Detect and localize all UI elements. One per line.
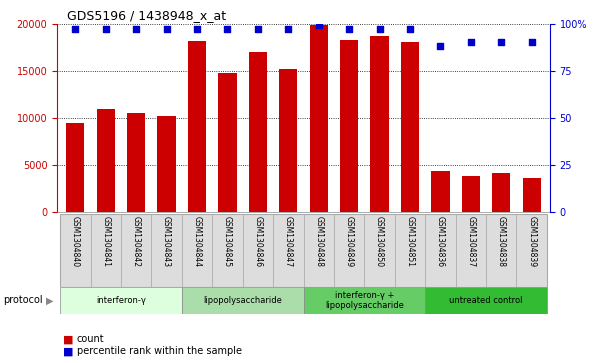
Bar <box>522 178 541 212</box>
Bar <box>60 287 182 314</box>
Text: lipopolysaccharide: lipopolysaccharide <box>203 296 282 305</box>
Bar <box>249 52 267 212</box>
Bar <box>304 214 334 287</box>
Bar <box>310 25 328 212</box>
Bar <box>462 176 480 212</box>
Point <box>70 26 80 32</box>
Text: GSM1304838: GSM1304838 <box>497 216 505 267</box>
Bar <box>97 109 115 212</box>
Point <box>253 26 263 32</box>
Bar <box>340 40 358 212</box>
Bar <box>212 214 243 287</box>
Point <box>101 26 111 32</box>
Text: GSM1304846: GSM1304846 <box>254 216 263 268</box>
Bar <box>121 214 151 287</box>
Bar <box>492 173 510 212</box>
Point <box>375 26 385 32</box>
Bar <box>60 214 91 287</box>
Bar <box>395 214 425 287</box>
Text: GSM1304842: GSM1304842 <box>132 216 141 267</box>
Point <box>344 26 354 32</box>
Text: GSM1304843: GSM1304843 <box>162 216 171 268</box>
Point <box>496 40 506 45</box>
Bar <box>182 214 212 287</box>
Point <box>466 40 475 45</box>
Text: GSM1304836: GSM1304836 <box>436 216 445 268</box>
Text: interferon-γ: interferon-γ <box>96 296 146 305</box>
Bar <box>486 214 516 287</box>
Text: percentile rank within the sample: percentile rank within the sample <box>77 346 242 356</box>
Bar <box>273 214 304 287</box>
Text: GSM1304851: GSM1304851 <box>406 216 415 267</box>
Bar <box>432 171 450 212</box>
Bar <box>188 41 206 212</box>
Text: ■: ■ <box>63 346 73 356</box>
Text: GSM1304844: GSM1304844 <box>192 216 201 268</box>
Text: GSM1304841: GSM1304841 <box>102 216 110 267</box>
Bar <box>334 214 364 287</box>
Bar <box>127 113 145 212</box>
Text: GSM1304840: GSM1304840 <box>71 216 80 268</box>
Text: GSM1304847: GSM1304847 <box>284 216 293 268</box>
Text: GSM1304850: GSM1304850 <box>375 216 384 268</box>
Bar <box>182 287 304 314</box>
Bar <box>456 214 486 287</box>
Text: GSM1304839: GSM1304839 <box>527 216 536 268</box>
Bar <box>243 214 273 287</box>
Text: protocol: protocol <box>3 295 43 305</box>
Bar <box>425 287 547 314</box>
Text: untreated control: untreated control <box>450 296 523 305</box>
Point <box>527 40 537 45</box>
Point <box>162 26 171 32</box>
Bar <box>157 116 175 212</box>
Bar <box>66 123 85 212</box>
Text: count: count <box>77 334 105 344</box>
Point <box>222 26 232 32</box>
Text: interferon-γ +
lipopolysaccharide: interferon-γ + lipopolysaccharide <box>325 291 404 310</box>
Point <box>192 26 202 32</box>
Point <box>405 26 415 32</box>
Bar <box>304 287 425 314</box>
Bar <box>516 214 547 287</box>
Text: GSM1304849: GSM1304849 <box>344 216 353 268</box>
Bar <box>425 214 456 287</box>
Point <box>314 23 323 28</box>
Text: GSM1304848: GSM1304848 <box>314 216 323 267</box>
Bar <box>218 73 237 212</box>
Bar <box>370 36 389 212</box>
Bar <box>279 69 297 212</box>
Text: ■: ■ <box>63 334 73 344</box>
Bar <box>401 41 419 212</box>
Bar <box>91 214 121 287</box>
Text: GDS5196 / 1438948_x_at: GDS5196 / 1438948_x_at <box>67 9 226 23</box>
Bar <box>364 214 395 287</box>
Text: GSM1304845: GSM1304845 <box>223 216 232 268</box>
Point <box>132 26 141 32</box>
Text: GSM1304837: GSM1304837 <box>466 216 475 268</box>
Text: ▶: ▶ <box>46 295 53 305</box>
Point <box>436 43 445 49</box>
Bar <box>151 214 182 287</box>
Point <box>284 26 293 32</box>
